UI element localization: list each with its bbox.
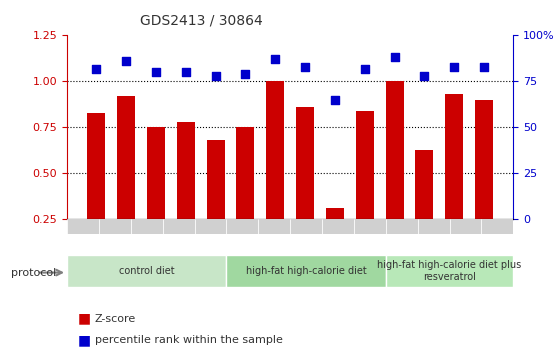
Point (211, 73, 220, 79)
Text: high-fat high-calorie diet: high-fat high-calorie diet (246, 266, 367, 276)
Bar (266, 81, 284, 266)
FancyBboxPatch shape (418, 219, 450, 234)
Text: Z-score: Z-score (95, 314, 136, 324)
Bar (296, 107, 314, 266)
FancyBboxPatch shape (67, 219, 99, 234)
Point (480, 64, 489, 69)
Point (330, 97, 339, 103)
Bar (416, 149, 434, 266)
Point (92, 66, 100, 72)
Point (420, 73, 429, 79)
Point (151, 69, 160, 75)
Point (301, 64, 310, 69)
FancyBboxPatch shape (386, 255, 513, 287)
Point (181, 69, 190, 75)
Point (122, 58, 131, 64)
FancyBboxPatch shape (195, 219, 227, 234)
Text: percentile rank within the sample: percentile rank within the sample (95, 335, 283, 345)
Bar (237, 127, 254, 266)
Bar (326, 209, 344, 266)
FancyBboxPatch shape (482, 219, 513, 234)
Bar (147, 127, 165, 266)
Text: protocol: protocol (11, 268, 56, 278)
FancyBboxPatch shape (67, 255, 227, 287)
Bar (445, 94, 463, 266)
Text: GDS2413 / 30864: GDS2413 / 30864 (140, 14, 262, 28)
Point (271, 57, 280, 62)
FancyBboxPatch shape (99, 219, 131, 234)
FancyBboxPatch shape (290, 219, 322, 234)
FancyBboxPatch shape (258, 219, 290, 234)
Bar (475, 100, 493, 266)
Text: control diet: control diet (119, 266, 175, 276)
Text: ■: ■ (78, 312, 92, 326)
FancyBboxPatch shape (227, 219, 258, 234)
FancyBboxPatch shape (131, 219, 162, 234)
Point (360, 66, 369, 72)
Text: ■: ■ (78, 333, 92, 347)
Bar (356, 111, 374, 266)
FancyBboxPatch shape (322, 219, 354, 234)
FancyBboxPatch shape (386, 219, 418, 234)
Bar (117, 96, 135, 266)
Point (390, 55, 399, 60)
FancyBboxPatch shape (450, 219, 482, 234)
FancyBboxPatch shape (354, 219, 386, 234)
Bar (386, 81, 403, 266)
Point (450, 64, 459, 69)
FancyBboxPatch shape (162, 219, 195, 234)
FancyBboxPatch shape (227, 255, 386, 287)
Text: high-fat high-calorie diet plus
resveratrol: high-fat high-calorie diet plus resverat… (377, 260, 522, 282)
Bar (206, 140, 224, 266)
Point (241, 71, 250, 77)
Bar (87, 113, 105, 266)
Bar (177, 122, 195, 266)
